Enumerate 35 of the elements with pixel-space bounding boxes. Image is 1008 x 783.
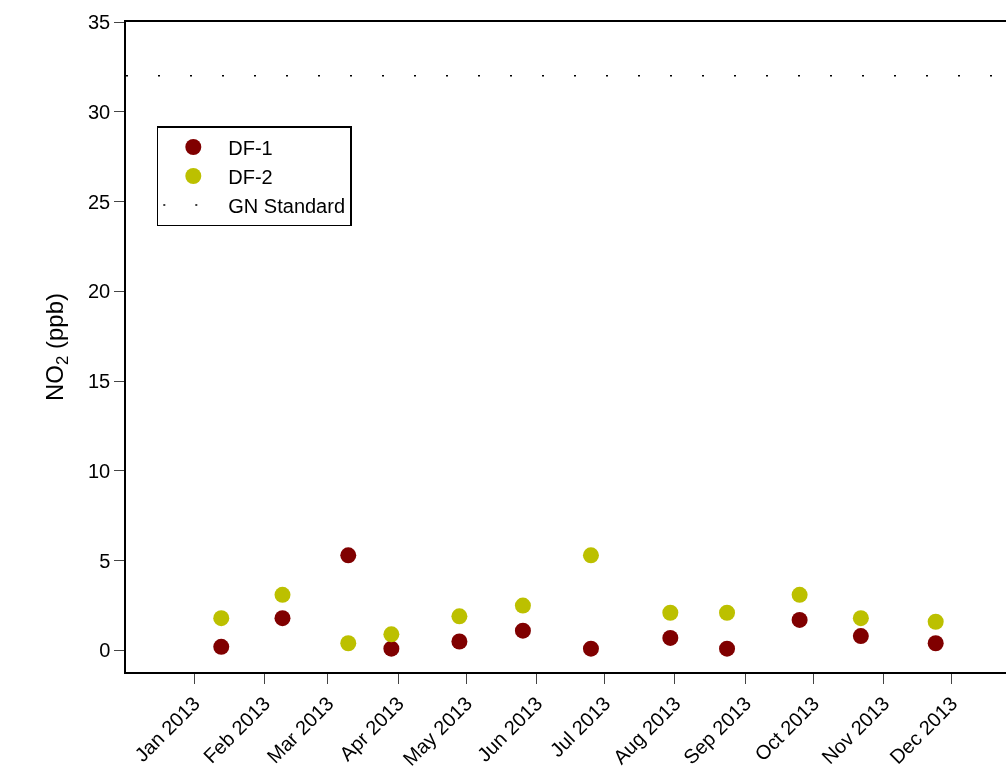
point xyxy=(791,586,808,603)
point xyxy=(852,610,869,627)
point xyxy=(927,635,944,652)
y-tick-label: 35 xyxy=(88,11,111,33)
y-tick-label: 0 xyxy=(99,639,111,662)
point xyxy=(582,640,599,657)
legend-label: DF-2 xyxy=(228,165,273,188)
point xyxy=(274,610,291,627)
point xyxy=(340,635,357,652)
point xyxy=(274,586,291,603)
y-tick-label: 15 xyxy=(88,370,111,393)
point xyxy=(213,610,230,627)
point xyxy=(514,622,531,639)
point xyxy=(213,638,230,655)
point xyxy=(852,628,869,645)
point xyxy=(383,626,400,643)
point xyxy=(383,640,400,657)
point xyxy=(662,604,679,621)
point xyxy=(719,604,736,621)
point xyxy=(927,613,944,630)
y-tick-label: 5 xyxy=(99,549,111,572)
point xyxy=(662,629,679,646)
point xyxy=(451,633,468,650)
point xyxy=(791,611,808,628)
point xyxy=(340,547,357,564)
legend-label: GN Standard xyxy=(228,194,346,217)
y-tick-label: 20 xyxy=(88,280,111,303)
point xyxy=(514,597,531,614)
y-tick-label: 25 xyxy=(88,190,111,213)
y-tick-label: 10 xyxy=(88,459,111,482)
legend-label: DF-1 xyxy=(228,136,273,159)
y-tick-label: 30 xyxy=(88,100,111,123)
point xyxy=(719,640,736,657)
point xyxy=(582,547,599,564)
point xyxy=(451,608,468,625)
